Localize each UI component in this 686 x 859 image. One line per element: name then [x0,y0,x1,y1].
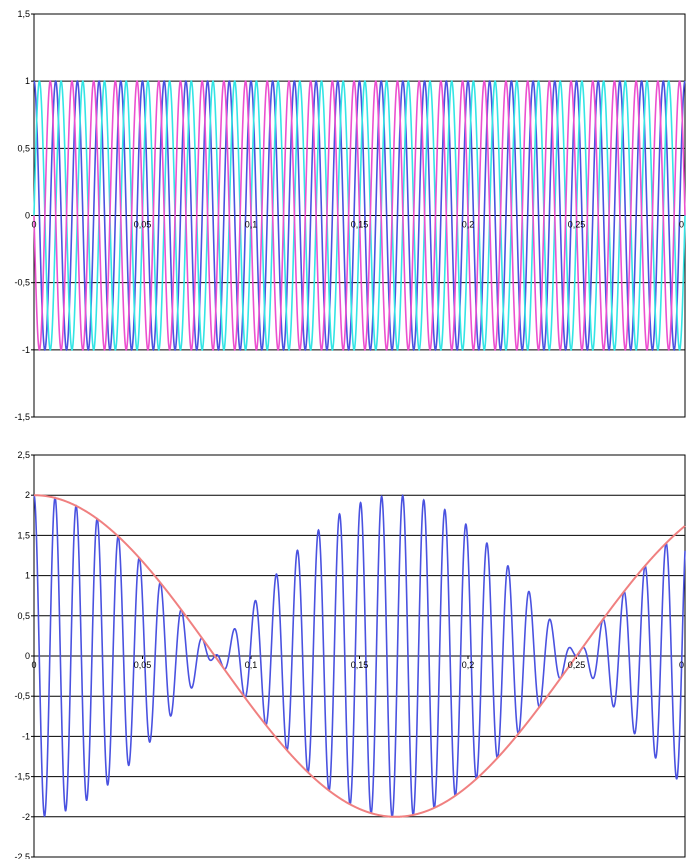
top-x-tick-label: 0,25 [568,220,586,230]
top-y-tick-label: -1,5 [14,412,30,422]
bottom-x-tick-label: 0,15 [351,660,369,670]
bottom-chart: 2,5 2 1,5 1 0,5 0 -0,5 -1 -1,5 -2 -2,5 0 0,05 0,1 0,15… [0,440,686,859]
top-x-tick-label: 0 [679,220,684,230]
top-y-tick-label: 0 [25,211,30,221]
top-y-tick-label: -1 [22,345,30,355]
bottom-x-tick-label: 0 [31,660,36,670]
bottom-y-tick-label: 1 [25,571,30,581]
bottom-series-line-1 [34,494,686,818]
bottom-axis-labels: 2,5 2 1,5 1 0,5 0 -0,5 -1 -1,5 -2 -2,5 0 0,05 0,1 0,15… [14,450,684,859]
top-x-tick-label: 0,1 [245,220,258,230]
bottom-y-tick-label: -2,5 [14,852,30,859]
top-y-tick-label: 0,5 [17,143,30,153]
bottom-x-tick-label: 0,1 [245,660,258,670]
bottom-y-tick-label: 0 [25,651,30,661]
bottom-y-tick-label: 2,5 [17,450,30,460]
top-series-group [33,79,686,352]
bottom-x-tick-label: 0,2 [462,660,475,670]
bottom-series-group [33,494,686,818]
top-y-tick-label: 1,5 [17,9,30,19]
bottom-chart-svg: 2,5 2 1,5 1 0,5 0 -0,5 -1 -1,5 -2 -2,5 0 0,05 0,1 0,15… [14,450,686,859]
bottom-x-tick-label: 0,05 [134,660,152,670]
bottom-y-tick-label: -1 [22,731,30,741]
bottom-y-tick-label: 1,5 [17,530,30,540]
top-chart-svg: 1,5 1 0,5 0 -0,5 -1 -1,5 0 0,05 0,1 0,15 0,2 0,25 0 [14,9,686,422]
bottom-y-tick-label: 2 [25,490,30,500]
top-axis-labels: 1,5 1 0,5 0 -0,5 -1 -1,5 0 0,05 0,1 0,15 0,2 0,25 0 [14,9,684,422]
top-x-tick-label: 0,2 [462,220,475,230]
bottom-y-tick-label: -2 [22,812,30,822]
bottom-y-tick-label: -0,5 [14,691,30,701]
top-chart: 1,5 1 0,5 0 -0,5 -1 -1,5 0 0,05 0,1 0,15 0,2 0,25 0 [14,9,686,422]
top-x-tick-label: 0 [31,220,36,230]
top-x-tick-label: 0,05 [134,220,152,230]
top-series-line-2 [33,79,686,352]
bottom-x-tick-label: 0,25 [568,660,586,670]
top-y-tick-label: 1 [25,76,30,86]
bottom-y-tick-label: 0,5 [17,611,30,621]
top-y-tick-label: -0,5 [14,278,30,288]
bottom-x-tick-label: 0 [679,660,684,670]
top-series-line-0 [33,79,686,352]
bottom-y-tick-label: -1,5 [14,772,30,782]
top-x-tick-label: 0,15 [351,220,369,230]
